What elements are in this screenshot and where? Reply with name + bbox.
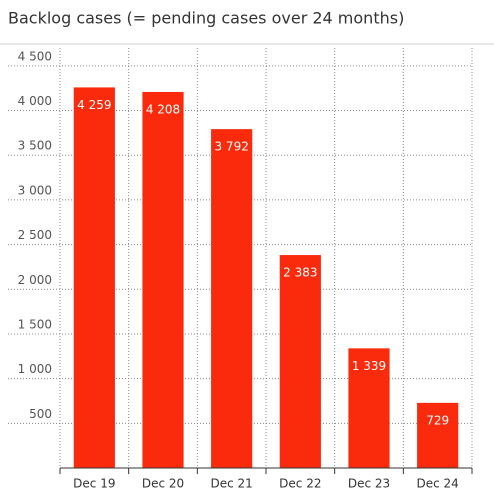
- x-tick-label: Dec 19: [73, 477, 115, 491]
- y-tick-label: 500: [29, 407, 52, 421]
- y-tick-label: 4 000: [18, 94, 52, 108]
- x-tick-label: Dec 24: [417, 477, 459, 491]
- chart-title: Backlog cases (= pending cases over 24 m…: [8, 9, 404, 28]
- value-label: 2 383: [283, 266, 317, 280]
- x-tick-label: Dec 23: [348, 477, 390, 491]
- x-tick-label: Dec 21: [211, 477, 253, 491]
- y-tick-label: 3 000: [18, 183, 52, 197]
- y-tick-label: 4 500: [18, 49, 52, 63]
- bar: [348, 348, 390, 468]
- value-label: 3 792: [214, 140, 248, 154]
- y-tick-label: 2 000: [18, 273, 52, 287]
- bar: [142, 91, 184, 469]
- y-tick-label: 3 500: [18, 139, 52, 153]
- value-label: 729: [426, 413, 449, 427]
- value-label: 1 339: [352, 359, 386, 373]
- y-tick-label: 2 500: [18, 228, 52, 242]
- x-tick-label: Dec 20: [142, 477, 184, 491]
- value-label: 4 208: [146, 102, 180, 116]
- bar: [417, 402, 459, 468]
- x-tick-label: Dec 22: [279, 477, 321, 491]
- y-tick-label: 1 000: [18, 362, 52, 376]
- bar: [73, 87, 115, 468]
- y-tick-label: 1 500: [18, 317, 52, 331]
- value-label: 4 259: [77, 98, 111, 112]
- bar: [211, 129, 253, 468]
- bar: [279, 255, 321, 468]
